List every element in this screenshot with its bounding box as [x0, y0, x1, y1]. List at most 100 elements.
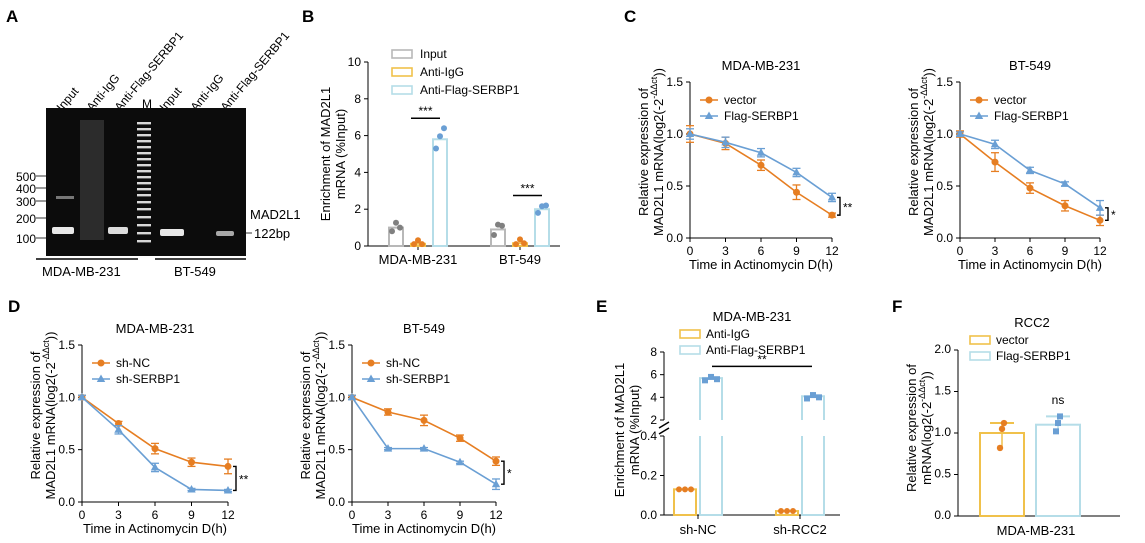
x-tick-label: 6	[421, 508, 428, 522]
y-axis-label-line1: Relative expression of	[904, 364, 919, 492]
replicate-point	[714, 376, 720, 383]
group-label-bt: BT-549	[174, 264, 216, 279]
data-point-vector	[1026, 184, 1034, 192]
panel-letter-c: C	[624, 7, 636, 26]
panel-letter-d: D	[8, 297, 20, 316]
y-tick-label: 0.5	[936, 179, 953, 193]
replicate-point	[682, 486, 688, 493]
significance-label: *	[1111, 208, 1116, 222]
y-tick-label: 0.5	[328, 443, 345, 457]
x-tick-label: 6	[758, 244, 765, 258]
data-point-flag-serbp1	[685, 129, 695, 137]
replicate-point	[393, 219, 399, 226]
legend-label-sh-serbp1: sh-SERBP1	[386, 372, 450, 386]
legend-swatch	[679, 329, 701, 339]
replicate-point	[804, 395, 810, 402]
x-tick-label: 0	[79, 508, 86, 522]
y-axis-label: Enrichment of MAD2L1mRNA (%Input)	[612, 363, 642, 497]
replicate-point	[778, 508, 784, 515]
y-tick-label: 0.0	[666, 231, 683, 245]
legend-label-vector: vector	[994, 93, 1027, 107]
legend-swatch	[391, 85, 413, 95]
lane-label-marker: M	[142, 97, 152, 111]
ladder-band	[137, 146, 151, 149]
y-tick-label: 8	[354, 92, 361, 106]
ladder-band	[137, 170, 151, 173]
bar-anti-flag-serbp1-sh-rcc2-lower	[801, 436, 825, 516]
y-tick-label: 1.0	[328, 390, 345, 404]
bar-anti-igg-sh-nc	[673, 488, 697, 517]
legend-label-sh-nc: sh-NC	[386, 356, 420, 370]
axis-break-mark	[658, 427, 670, 435]
legend-label-vector: vector	[724, 93, 757, 107]
y-tick-label: 1.0	[58, 390, 75, 404]
x-tick-label: 9	[457, 508, 464, 522]
replicate-point	[1000, 419, 1008, 427]
data-point-vector	[757, 161, 765, 169]
ladder-band	[137, 182, 151, 185]
legend-marker	[975, 96, 983, 104]
replicate-point	[1055, 420, 1061, 427]
data-point-flag-serbp1	[1095, 203, 1105, 211]
y-axis-label-line1: Relative expression of	[28, 351, 43, 479]
y-axis-label-line2: mRNA (%Input)	[627, 385, 642, 475]
replicate-point	[676, 486, 682, 493]
y-tick-label: 2	[650, 413, 657, 427]
lane-label-flag-bt: Anti-Flag-SERBP1	[218, 29, 293, 114]
significance-label: **	[239, 472, 249, 486]
x-tick-label: 0	[687, 244, 694, 258]
panel-letter-a: A	[6, 7, 18, 26]
significance-bracket	[1105, 207, 1109, 222]
panel-a: A Input Anti-IgG Anti-Flag-SERBP1 M Inpu…	[6, 7, 301, 279]
band-input-bt	[160, 229, 184, 236]
y-tick-label: 0	[354, 239, 361, 253]
x-tick-label: 0	[349, 508, 356, 522]
data-point-sh-serbp1	[77, 392, 87, 401]
ladder-label-400: 400	[16, 182, 36, 196]
y-tick-label: 0.0	[934, 508, 951, 522]
bar-anti-igg-mda-mb-231	[410, 242, 426, 248]
legend-swatch	[969, 335, 991, 345]
y-tick-label: 1.0	[936, 127, 953, 141]
replicate-point	[543, 202, 549, 209]
chart-title: MDA-MB-231	[713, 309, 792, 324]
y-tick-label: 0.2	[640, 469, 657, 483]
ladder-band	[137, 140, 151, 143]
series-line-sh-nc	[81, 396, 229, 468]
chart-b: B 0 2 4 6 8 10 Enrichment of MAD2L1mRNA (%Inpu…	[302, 7, 560, 267]
y-tick-label: 10	[348, 55, 362, 69]
significance-label: *	[507, 467, 512, 481]
y-axis-label: Enrichment of MAD2L1mRNA (%Input)	[318, 87, 348, 221]
x-tick-label: 6	[1027, 244, 1034, 258]
x-tick-label-sh-rcc2: sh-RCC2	[773, 522, 826, 537]
data-point-vector	[991, 158, 999, 166]
ladder-band	[137, 128, 151, 131]
ladder-band	[137, 194, 151, 197]
replicate-point	[688, 486, 694, 493]
replicate-point	[491, 231, 497, 238]
legend-swatch	[679, 345, 701, 355]
data-point-sh-serbp1	[223, 485, 233, 494]
series-line-vector	[689, 133, 833, 216]
legend-swatch	[969, 351, 991, 361]
chart-title: RCC2	[1014, 315, 1049, 330]
ladder-band	[137, 158, 151, 161]
chart-title: MDA-MB-231	[116, 321, 195, 336]
significance-bracket	[837, 196, 841, 216]
significance-label: ***	[418, 104, 432, 118]
y-axis-label-line2: MAD2L1 mRNA(log2(-2	[921, 99, 936, 236]
y-axis-label: Relative expression ofMAD2L1 mRNA(log2(-…	[298, 332, 328, 500]
band-flag-bt	[216, 231, 234, 236]
group-label-mda: MDA-MB-231	[42, 264, 121, 279]
x-tick-label: 12	[1093, 244, 1107, 258]
y-tick-label: 0.5	[58, 443, 75, 457]
ladder-band	[137, 232, 151, 235]
data-point-flag-serbp1	[1060, 179, 1070, 187]
axis-break-mark	[658, 421, 670, 429]
y-tick-label: 1.5	[328, 338, 345, 352]
legend-label-flag-serbp1: Flag-SERBP1	[994, 109, 1069, 123]
chart-e: E MDA-MB-231 0.0 0.2 0.4 2 4 6 8 Enrichment of M…	[596, 297, 840, 537]
bar-anti-flag-serbp1-sh-nc-lower	[699, 436, 723, 516]
